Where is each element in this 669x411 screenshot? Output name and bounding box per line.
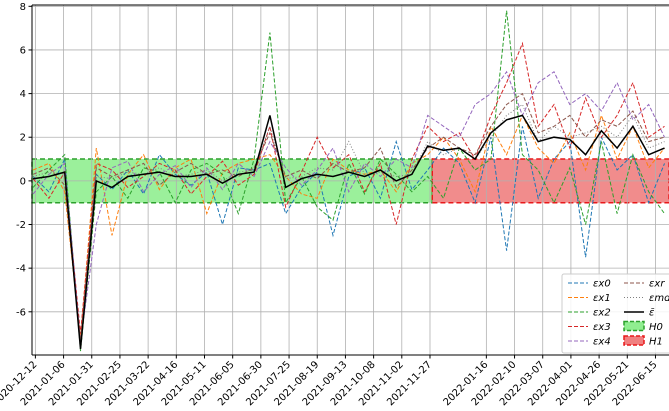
legend-label: εx1 [593, 293, 611, 304]
legend-label: εx4 [593, 337, 611, 348]
legend-swatch [623, 320, 645, 332]
y-tick-label: -4 [16, 264, 26, 275]
legend-label: εxr [649, 279, 665, 290]
y-tick-label: 0 [20, 176, 26, 187]
y-tick-label: 2 [20, 133, 26, 144]
y-tick-label: 4 [20, 89, 26, 100]
legend-box [561, 273, 669, 354]
series-line [32, 126, 665, 345]
legend-label: ε̄ [649, 308, 655, 319]
series-line [32, 103, 665, 347]
y-tick-label: -6 [16, 307, 26, 318]
series-line [32, 70, 665, 343]
legend-label: εx2 [593, 308, 611, 319]
series-line [32, 41, 665, 334]
legend-label: εmd [649, 293, 669, 304]
series-line [32, 114, 665, 349]
legend-label: H1 [649, 337, 663, 348]
y-tick-label: 8 [20, 2, 26, 13]
y-tick-label: -2 [16, 220, 26, 231]
y-tick-label: 6 [20, 45, 26, 56]
legend-label: εx3 [593, 322, 611, 333]
series-line [32, 113, 665, 339]
legend-label: εx0 [593, 279, 611, 290]
legend-label: H0 [649, 322, 663, 333]
series-line [32, 10, 665, 352]
legend-swatch [623, 335, 645, 346]
